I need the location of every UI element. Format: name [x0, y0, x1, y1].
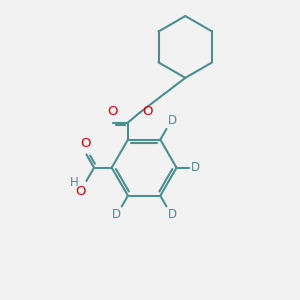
Text: D: D — [111, 208, 121, 221]
Text: D: D — [191, 161, 200, 174]
Text: O: O — [75, 185, 86, 198]
Text: O: O — [81, 137, 91, 150]
Text: O: O — [142, 105, 152, 118]
Text: D: D — [168, 208, 177, 221]
Text: O: O — [107, 104, 117, 118]
Text: H: H — [69, 176, 78, 189]
Text: D: D — [168, 114, 177, 127]
